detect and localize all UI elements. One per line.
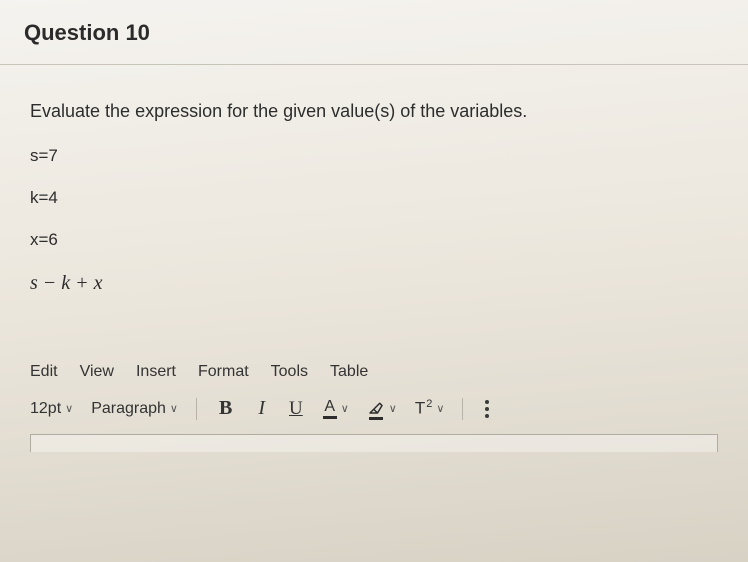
menu-format[interactable]: Format [198, 363, 249, 381]
variable-x: x=6 [30, 230, 718, 250]
superscript-dropdown[interactable]: T2 ∨ [415, 398, 445, 419]
chevron-down-icon: ∨ [389, 402, 397, 415]
toolbar-row: 12pt ∨ Paragraph ∨ B I U A ∨ ∨ [30, 397, 718, 434]
highlight-color-dropdown[interactable]: ∨ [367, 398, 397, 420]
menu-view[interactable]: View [80, 363, 114, 381]
font-size-label: 12pt [30, 400, 61, 418]
answer-editor[interactable] [30, 434, 718, 452]
text-color-dropdown[interactable]: A ∨ [323, 399, 349, 419]
menu-tools[interactable]: Tools [271, 363, 308, 381]
question-body: Evaluate the expression for the given va… [0, 65, 748, 355]
paragraph-label: Paragraph [91, 400, 166, 418]
more-options-button[interactable] [481, 400, 493, 418]
chevron-down-icon: ∨ [436, 402, 444, 415]
text-color-icon: A [323, 399, 337, 419]
variable-k: k=4 [30, 188, 718, 208]
toolbar-divider [462, 398, 463, 420]
chevron-down-icon: ∨ [170, 402, 178, 415]
menu-row: Edit View Insert Format Tools Table [30, 363, 718, 397]
menu-edit[interactable]: Edit [30, 363, 58, 381]
italic-button[interactable]: I [254, 397, 269, 420]
chevron-down-icon: ∨ [65, 402, 73, 415]
question-header: Question 10 [0, 0, 748, 65]
underline-button[interactable]: U [287, 398, 305, 420]
menu-insert[interactable]: Insert [136, 363, 176, 381]
editor-menubar: Edit View Insert Format Tools Table 12pt… [0, 363, 748, 434]
expression: s − k + x [30, 272, 718, 295]
question-title: Question 10 [24, 20, 724, 46]
superscript-icon: T2 [415, 398, 433, 419]
variable-s: s=7 [30, 146, 718, 166]
paragraph-dropdown[interactable]: Paragraph ∨ [91, 400, 178, 418]
bold-button[interactable]: B [215, 397, 236, 420]
toolbar-divider [196, 398, 197, 420]
menu-table[interactable]: Table [330, 363, 368, 381]
font-size-dropdown[interactable]: 12pt ∨ [30, 400, 73, 418]
highlighter-icon [367, 398, 385, 420]
chevron-down-icon: ∨ [341, 402, 349, 415]
question-prompt: Evaluate the expression for the given va… [30, 101, 718, 122]
